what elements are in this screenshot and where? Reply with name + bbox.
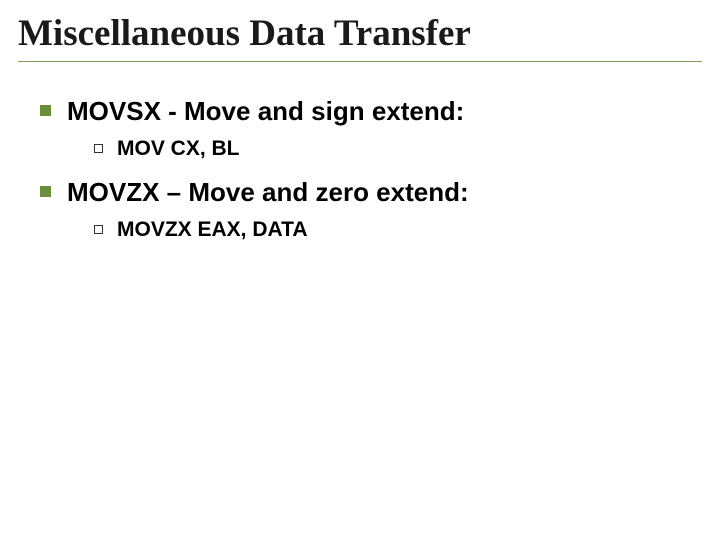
slide-title: Miscellaneous Data Transfer — [18, 12, 702, 62]
sub-bullet-text: MOVZX EAX, DATA — [117, 218, 308, 242]
list-item: MOVZX EAX, DATA — [94, 218, 702, 242]
sub-bullet-row: MOVZX EAX, DATA — [94, 218, 702, 242]
square-outline-bullet-icon — [94, 225, 103, 234]
list-item: MOVSX - Move and sign extend: — [40, 96, 702, 127]
square-bullet-icon — [40, 105, 51, 116]
list-item: MOVZX – Move and zero extend: — [40, 177, 702, 208]
list-item: MOV CX, BL — [94, 137, 702, 161]
sub-bullet-row: MOV CX, BL — [94, 137, 702, 161]
square-bullet-icon — [40, 186, 51, 197]
bullet-row: MOVSX - Move and sign extend: — [40, 96, 702, 127]
square-outline-bullet-icon — [94, 144, 103, 153]
bullet-row: MOVZX – Move and zero extend: — [40, 177, 702, 208]
slide: Miscellaneous Data Transfer MOVSX - Move… — [0, 0, 720, 242]
bullet-text: MOVSX - Move and sign extend: — [67, 96, 464, 127]
sub-bullet-text: MOV CX, BL — [117, 137, 240, 161]
bullet-text: MOVZX – Move and zero extend: — [67, 177, 469, 208]
